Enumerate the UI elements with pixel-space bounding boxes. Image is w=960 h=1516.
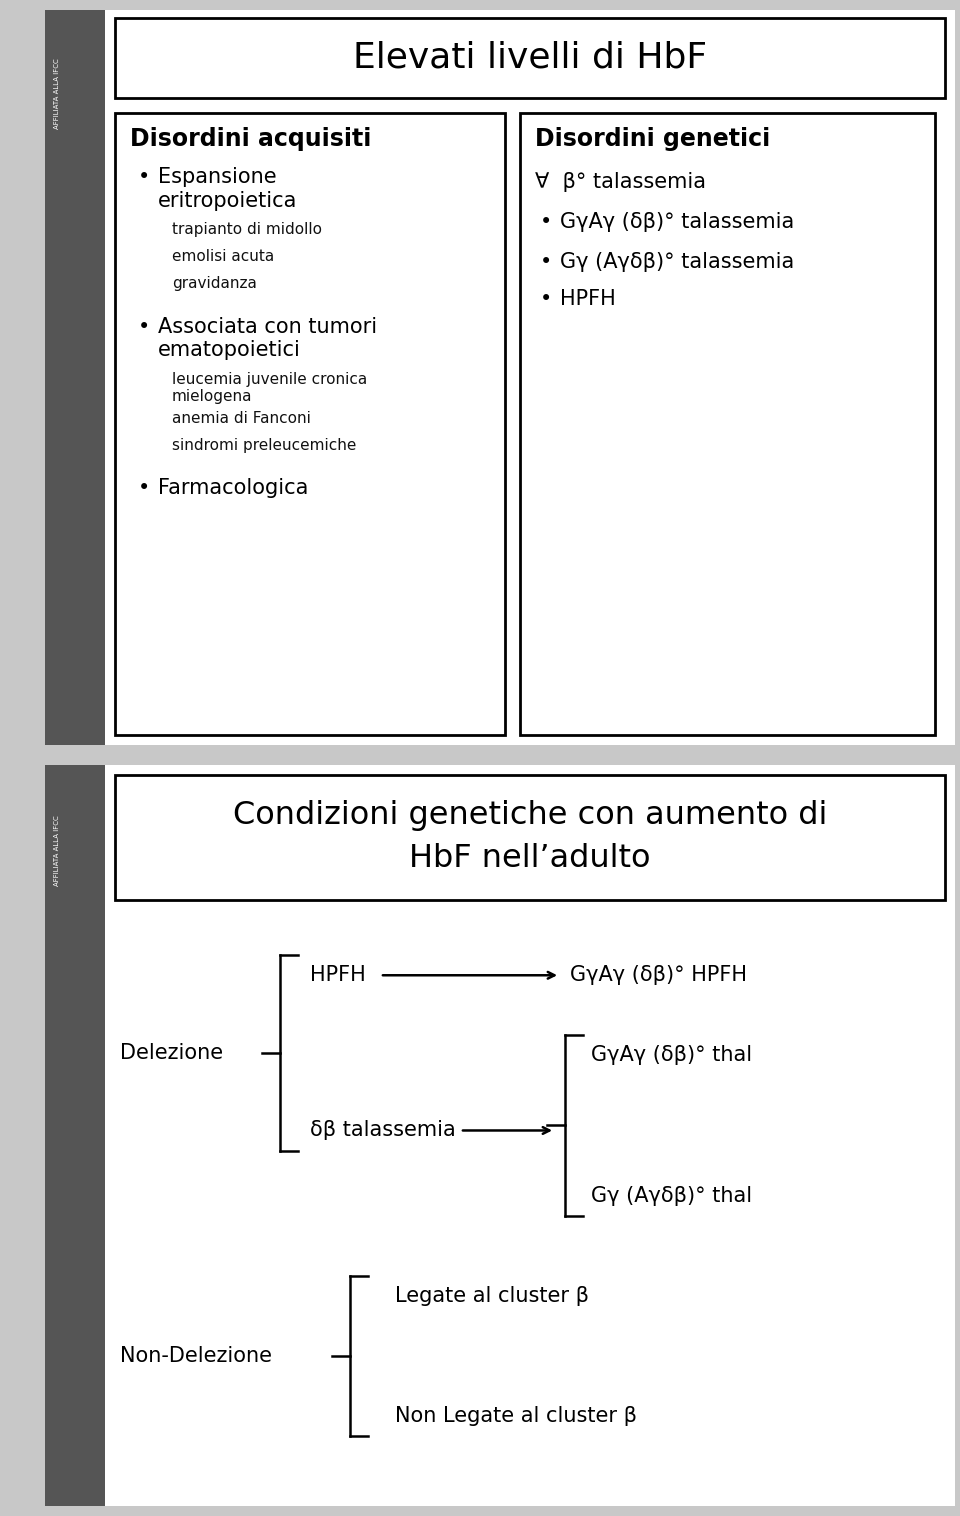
Text: Disordini genetici: Disordini genetici	[535, 127, 770, 152]
Text: Delezione: Delezione	[120, 1043, 223, 1063]
Text: sindromi preleucemiche: sindromi preleucemiche	[172, 438, 356, 453]
Text: Associata con tumori
ematopoietici: Associata con tumori ematopoietici	[158, 317, 377, 359]
Text: AFFILIATA ALLA IFCC: AFFILIATA ALLA IFCC	[54, 58, 60, 129]
Text: GγAγ (δβ)° talassemia: GγAγ (δβ)° talassemia	[560, 212, 794, 232]
Text: •: •	[540, 212, 552, 232]
Text: Gγ (Aγδβ)° thal: Gγ (Aγδβ)° thal	[591, 1186, 752, 1205]
Bar	[45, 11, 105, 744]
Text: Elevati livelli di HbF: Elevati livelli di HbF	[353, 41, 708, 74]
Text: HPFH: HPFH	[310, 966, 366, 985]
Bar	[520, 112, 935, 735]
Text: •: •	[540, 252, 552, 271]
Bar	[115, 775, 945, 901]
Text: •: •	[138, 478, 151, 499]
Bar	[45, 766, 105, 1505]
Text: AFFILIATA ALLA IFCC: AFFILIATA ALLA IFCC	[54, 816, 60, 885]
Text: gravidanza: gravidanza	[172, 276, 257, 291]
Text: Farmacologica: Farmacologica	[158, 478, 308, 499]
Text: leucemia juvenile cronica
mielogena: leucemia juvenile cronica mielogena	[172, 371, 368, 403]
Text: HPFH: HPFH	[560, 290, 615, 309]
Text: Espansione
eritropoietica: Espansione eritropoietica	[158, 167, 298, 211]
Text: •: •	[138, 167, 151, 188]
Text: trapianto di midollo: trapianto di midollo	[172, 223, 322, 236]
Bar	[115, 112, 505, 735]
Text: Condizioni genetiche con aumento di
HbF nell’adulto: Condizioni genetiche con aumento di HbF …	[233, 800, 828, 875]
Text: Gγ (Aγδβ)° talassemia: Gγ (Aγδβ)° talassemia	[560, 252, 794, 271]
Text: •: •	[138, 317, 151, 337]
Text: Non Legate al cluster β: Non Legate al cluster β	[395, 1405, 637, 1427]
Text: GγAγ (δβ)° HPFH: GγAγ (δβ)° HPFH	[570, 966, 747, 985]
Text: Non-Delezione: Non-Delezione	[120, 1346, 272, 1366]
Text: anemia di Fanconi: anemia di Fanconi	[172, 411, 311, 426]
Text: δβ talassemia: δβ talassemia	[310, 1120, 456, 1140]
Text: ∀  β° talassemia: ∀ β° talassemia	[535, 173, 706, 193]
Text: emolisi acuta: emolisi acuta	[172, 249, 275, 264]
Text: Legate al cluster β: Legate al cluster β	[395, 1286, 589, 1305]
Text: GγAγ (δβ)° thal: GγAγ (δβ)° thal	[591, 1046, 752, 1066]
Text: Disordini acquisiti: Disordini acquisiti	[130, 127, 372, 152]
Bar	[115, 18, 945, 97]
Text: •: •	[540, 290, 552, 309]
